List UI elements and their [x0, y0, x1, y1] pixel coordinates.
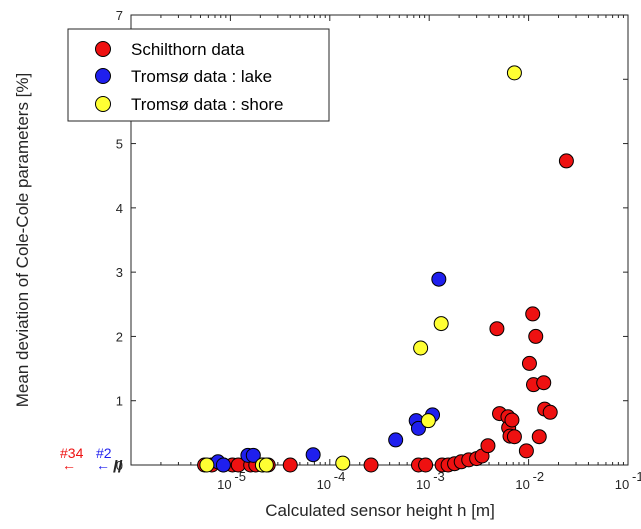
- x-tick-label: 10: [615, 477, 629, 492]
- x-tick-exponent: -1: [632, 469, 641, 484]
- legend-marker-tromso-lake: [95, 68, 111, 84]
- y-tick-label: 4: [116, 201, 123, 216]
- y-tick-label: 3: [116, 265, 123, 280]
- y-tick-label: 7: [116, 8, 123, 23]
- legend-label-tromso-shore: Tromsø data : shore: [131, 95, 283, 114]
- legend-label-schilthorn: Schilthorn data: [131, 40, 245, 59]
- x-tick-label: 10: [317, 477, 331, 492]
- tromso-shore-point: [258, 457, 274, 473]
- legend-label-tromso-lake: Tromsø data : lake: [131, 67, 272, 86]
- tromso-lake-point: [410, 420, 426, 436]
- tromso-lake-point: [245, 447, 261, 463]
- legend-box: [67, 28, 330, 122]
- tromso-shore-point: [199, 457, 215, 473]
- x-tick-label: 10: [515, 477, 529, 492]
- schilthorn-point: [480, 438, 496, 454]
- tromso-shore-point: [335, 455, 351, 471]
- schilthorn-point: [489, 321, 505, 337]
- schilthorn-point: [418, 457, 434, 473]
- annotation-2-label: #2: [96, 445, 112, 461]
- legend-marker-tromso-shore: [95, 96, 111, 112]
- schilthorn-point: [558, 153, 574, 169]
- x-tick-exponent: -5: [234, 469, 246, 484]
- annotation-34-arrow: ←: [62, 457, 76, 473]
- schilthorn-point: [521, 355, 537, 371]
- tromso-shore-point: [420, 413, 436, 429]
- x-axis-label: Calculated sensor height h [m]: [265, 501, 495, 520]
- x-tick-exponent: -4: [334, 469, 346, 484]
- annotation-2-arrow: ←: [96, 457, 110, 473]
- schilthorn-point: [528, 328, 544, 344]
- schilthorn-point: [536, 375, 552, 391]
- schilthorn-point: [363, 457, 379, 473]
- schilthorn-point: [525, 306, 541, 322]
- x-tick-exponent: -2: [533, 469, 545, 484]
- y-tick-label: 2: [116, 329, 123, 344]
- tromso-lake-point: [431, 271, 447, 287]
- tromso-shore-point: [433, 316, 449, 332]
- y-tick-label: 1: [116, 394, 123, 409]
- schilthorn-point: [542, 404, 558, 420]
- schilthorn-point: [518, 443, 534, 459]
- tromso-lake-point: [305, 447, 321, 463]
- axis-break-mark: //: [113, 457, 123, 476]
- axis-ticks: 0123456710-510-410-310-210-1: [116, 8, 641, 492]
- tromso-lake-point: [388, 432, 404, 448]
- annotation-34-label: #34: [60, 445, 84, 461]
- schilthorn-point: [282, 457, 298, 473]
- y-tick-label: 5: [116, 137, 123, 152]
- schilthorn-point: [506, 429, 522, 445]
- legend: Schilthorn data Tromsø data : lake Troms…: [67, 28, 330, 122]
- x-tick-exponent: -3: [433, 469, 445, 484]
- tromso-lake-point: [215, 457, 231, 473]
- plot-area: [130, 14, 629, 466]
- y-tick-label: 0: [116, 458, 123, 473]
- data-points: [197, 65, 574, 473]
- tromso-shore-point: [506, 65, 522, 81]
- y-axis-label: Mean deviation of Cole-Cole parameters […: [13, 73, 32, 408]
- schilthorn-point: [531, 429, 547, 445]
- legend-marker-schilthorn: [95, 41, 111, 57]
- schilthorn-point: [504, 412, 520, 428]
- tromso-shore-point: [413, 340, 429, 356]
- x-tick-label: 10: [416, 477, 430, 492]
- plot-frame: [130, 14, 629, 466]
- x-tick-label: 10: [217, 477, 231, 492]
